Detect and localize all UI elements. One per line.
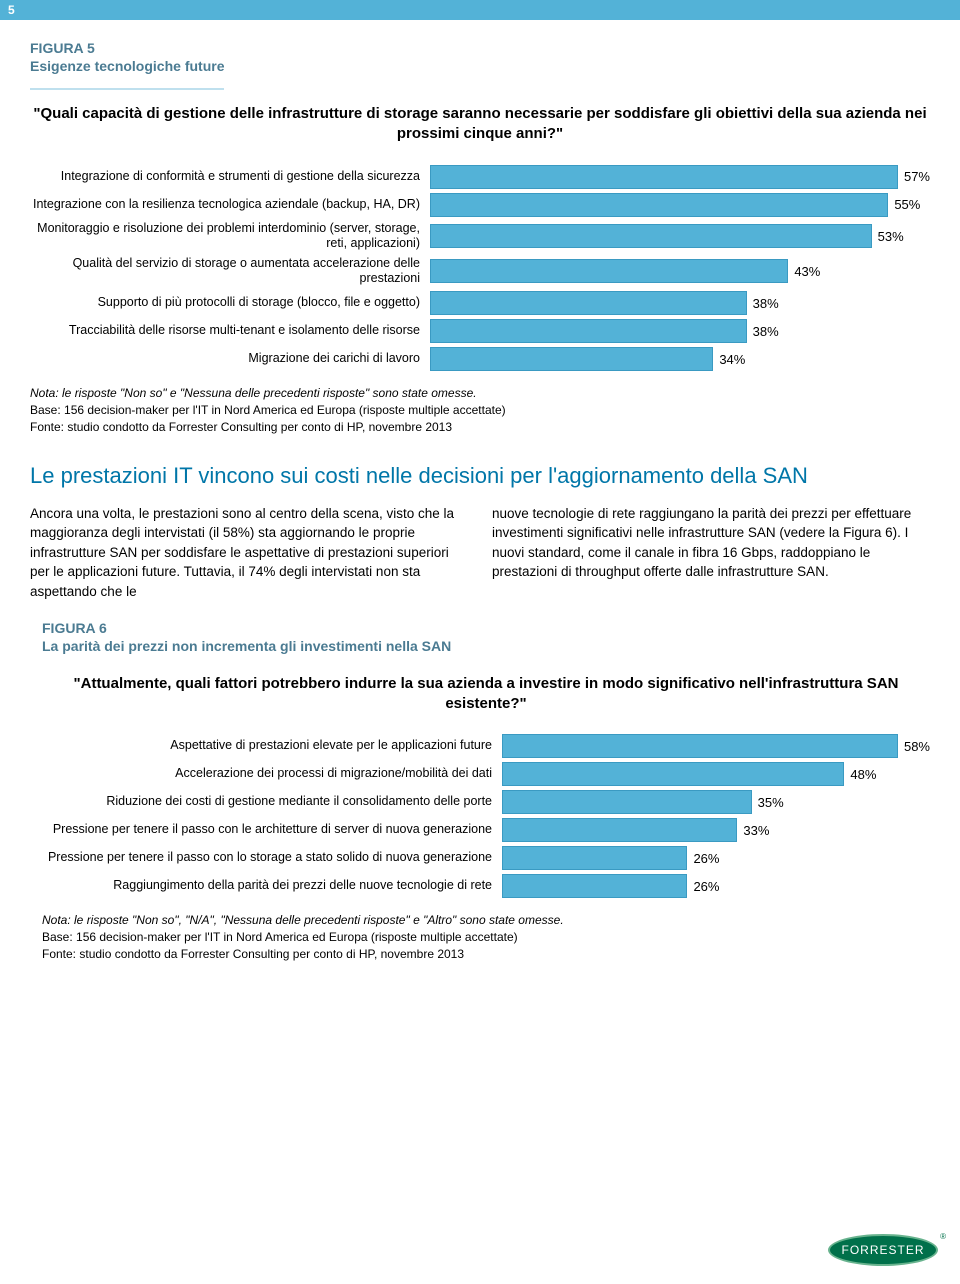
body-col-2: nuove tecnologie di rete raggiungano la …	[492, 504, 930, 602]
bar-fill	[502, 818, 737, 842]
bar-value: 43%	[794, 264, 820, 279]
bar-row: Pressione per tenere il passo con lo sto…	[42, 846, 930, 870]
bar-label: Accelerazione dei processi di migrazione…	[42, 766, 502, 782]
footer-logo: FORRESTER ®	[828, 1234, 938, 1266]
bar-value: 55%	[894, 197, 920, 212]
body-col-1: Ancora una volta, le prestazioni sono al…	[30, 504, 468, 602]
page-number: 5	[8, 3, 15, 17]
bar-value: 33%	[743, 823, 769, 838]
bar-track: 34%	[430, 347, 930, 371]
bar-label: Pressione per tenere il passo con le arc…	[42, 822, 502, 838]
bar-value: 26%	[693, 879, 719, 894]
figure5-note3: Fonte: studio condotto da Forrester Cons…	[30, 419, 930, 436]
figure5-label: FIGURA 5	[30, 40, 930, 56]
bar-track: 38%	[430, 291, 930, 315]
section-heading: Le prestazioni IT vincono sui costi nell…	[30, 463, 930, 489]
bar-track: 57%	[430, 165, 930, 189]
bar-label: Riduzione dei costi di gestione mediante…	[42, 794, 502, 810]
figure6-question: "Attualmente, quali fattori potrebbero i…	[42, 674, 930, 715]
bar-fill	[430, 224, 872, 248]
bar-track: 33%	[502, 818, 930, 842]
bar-fill	[502, 874, 687, 898]
bar-row: Integrazione con la resilienza tecnologi…	[30, 193, 930, 217]
bar-track: 58%	[502, 734, 930, 758]
bar-value: 38%	[753, 324, 779, 339]
bar-row: Aspettative di prestazioni elevate per l…	[42, 734, 930, 758]
bar-label: Tracciabilità delle risorse multi-tenant…	[30, 323, 430, 339]
bar-row: Accelerazione dei processi di migrazione…	[42, 762, 930, 786]
bar-track: 43%	[430, 259, 930, 283]
bar-fill	[502, 734, 898, 758]
logo-text: FORRESTER	[841, 1243, 924, 1257]
bar-fill	[430, 193, 888, 217]
bar-fill	[430, 165, 898, 189]
bar-label: Integrazione con la resilienza tecnologi…	[30, 197, 430, 213]
bar-row: Monitoraggio e risoluzione dei problemi …	[30, 221, 930, 252]
figure6-notes: Nota: le risposte "Non so", "N/A", "Ness…	[42, 912, 930, 962]
bar-value: 53%	[878, 229, 904, 244]
bar-fill	[430, 259, 788, 283]
bar-label: Raggiungimento della parità dei prezzi d…	[42, 878, 502, 894]
figure6-note1: Nota: le risposte "Non so", "N/A", "Ness…	[42, 912, 930, 929]
bar-label: Aspettative di prestazioni elevate per l…	[42, 738, 502, 754]
bar-label: Migrazione dei carichi di lavoro	[30, 351, 430, 367]
bar-value: 26%	[693, 851, 719, 866]
bar-track: 35%	[502, 790, 930, 814]
figure6-note3: Fonte: studio condotto da Forrester Cons…	[42, 946, 930, 963]
bar-fill	[430, 291, 747, 315]
figure5-question: "Quali capacità di gestione delle infras…	[30, 104, 930, 145]
registered-mark: ®	[940, 1232, 946, 1241]
bar-value: 57%	[904, 169, 930, 184]
bar-value: 38%	[753, 296, 779, 311]
figure5-note2: Base: 156 decision-maker per l'IT in Nor…	[30, 402, 930, 419]
bar-track: 53%	[430, 224, 930, 248]
bar-row: Integrazione di conformità e strumenti d…	[30, 165, 930, 189]
figure6-chart: Aspettative di prestazioni elevate per l…	[42, 734, 930, 898]
bar-track: 38%	[430, 319, 930, 343]
bar-fill	[430, 347, 713, 371]
bar-value: 48%	[850, 767, 876, 782]
bar-fill	[502, 846, 687, 870]
figure5-note1: Nota: le risposte "Non so" e "Nessuna de…	[30, 385, 930, 402]
bar-fill	[502, 762, 844, 786]
bar-track: 55%	[430, 193, 930, 217]
bar-row: Supporto di più protocolli di storage (b…	[30, 291, 930, 315]
page-content: FIGURA 5 Esigenze tecnologiche future "Q…	[0, 20, 960, 992]
bar-fill	[502, 790, 752, 814]
page-number-bar: 5	[0, 0, 960, 20]
figure6-label: FIGURA 6	[42, 620, 930, 636]
bar-row: Raggiungimento della parità dei prezzi d…	[42, 874, 930, 898]
bar-fill	[430, 319, 747, 343]
bar-value: 35%	[758, 795, 784, 810]
figure6-title: La parità dei prezzi non incrementa gli …	[42, 638, 451, 654]
bar-label: Qualità del servizio di storage o aument…	[30, 256, 430, 287]
bar-track: 26%	[502, 874, 930, 898]
figure6-block: FIGURA 6 La parità dei prezzi non increm…	[30, 620, 930, 963]
bar-value: 58%	[904, 739, 930, 754]
figure5-notes: Nota: le risposte "Non so" e "Nessuna de…	[30, 385, 930, 435]
bar-label: Supporto di più protocolli di storage (b…	[30, 295, 430, 311]
bar-row: Pressione per tenere il passo con le arc…	[42, 818, 930, 842]
bar-label: Monitoraggio e risoluzione dei problemi …	[30, 221, 430, 252]
bar-label: Pressione per tenere il passo con lo sto…	[42, 850, 502, 866]
bar-track: 48%	[502, 762, 930, 786]
bar-value: 34%	[719, 352, 745, 367]
bar-row: Tracciabilità delle risorse multi-tenant…	[30, 319, 930, 343]
bar-row: Qualità del servizio di storage o aument…	[30, 256, 930, 287]
figure5-block: FIGURA 5 Esigenze tecnologiche future "Q…	[30, 40, 930, 435]
figure5-chart: Integrazione di conformità e strumenti d…	[30, 165, 930, 372]
figure5-title: Esigenze tecnologiche future	[30, 58, 224, 74]
forrester-logo: FORRESTER	[828, 1234, 938, 1266]
bar-track: 26%	[502, 846, 930, 870]
body-columns: Ancora una volta, le prestazioni sono al…	[30, 504, 930, 602]
bar-label: Integrazione di conformità e strumenti d…	[30, 169, 430, 185]
bar-row: Riduzione dei costi di gestione mediante…	[42, 790, 930, 814]
figure6-note2: Base: 156 decision-maker per l'IT in Nor…	[42, 929, 930, 946]
bar-row: Migrazione dei carichi di lavoro 34%	[30, 347, 930, 371]
